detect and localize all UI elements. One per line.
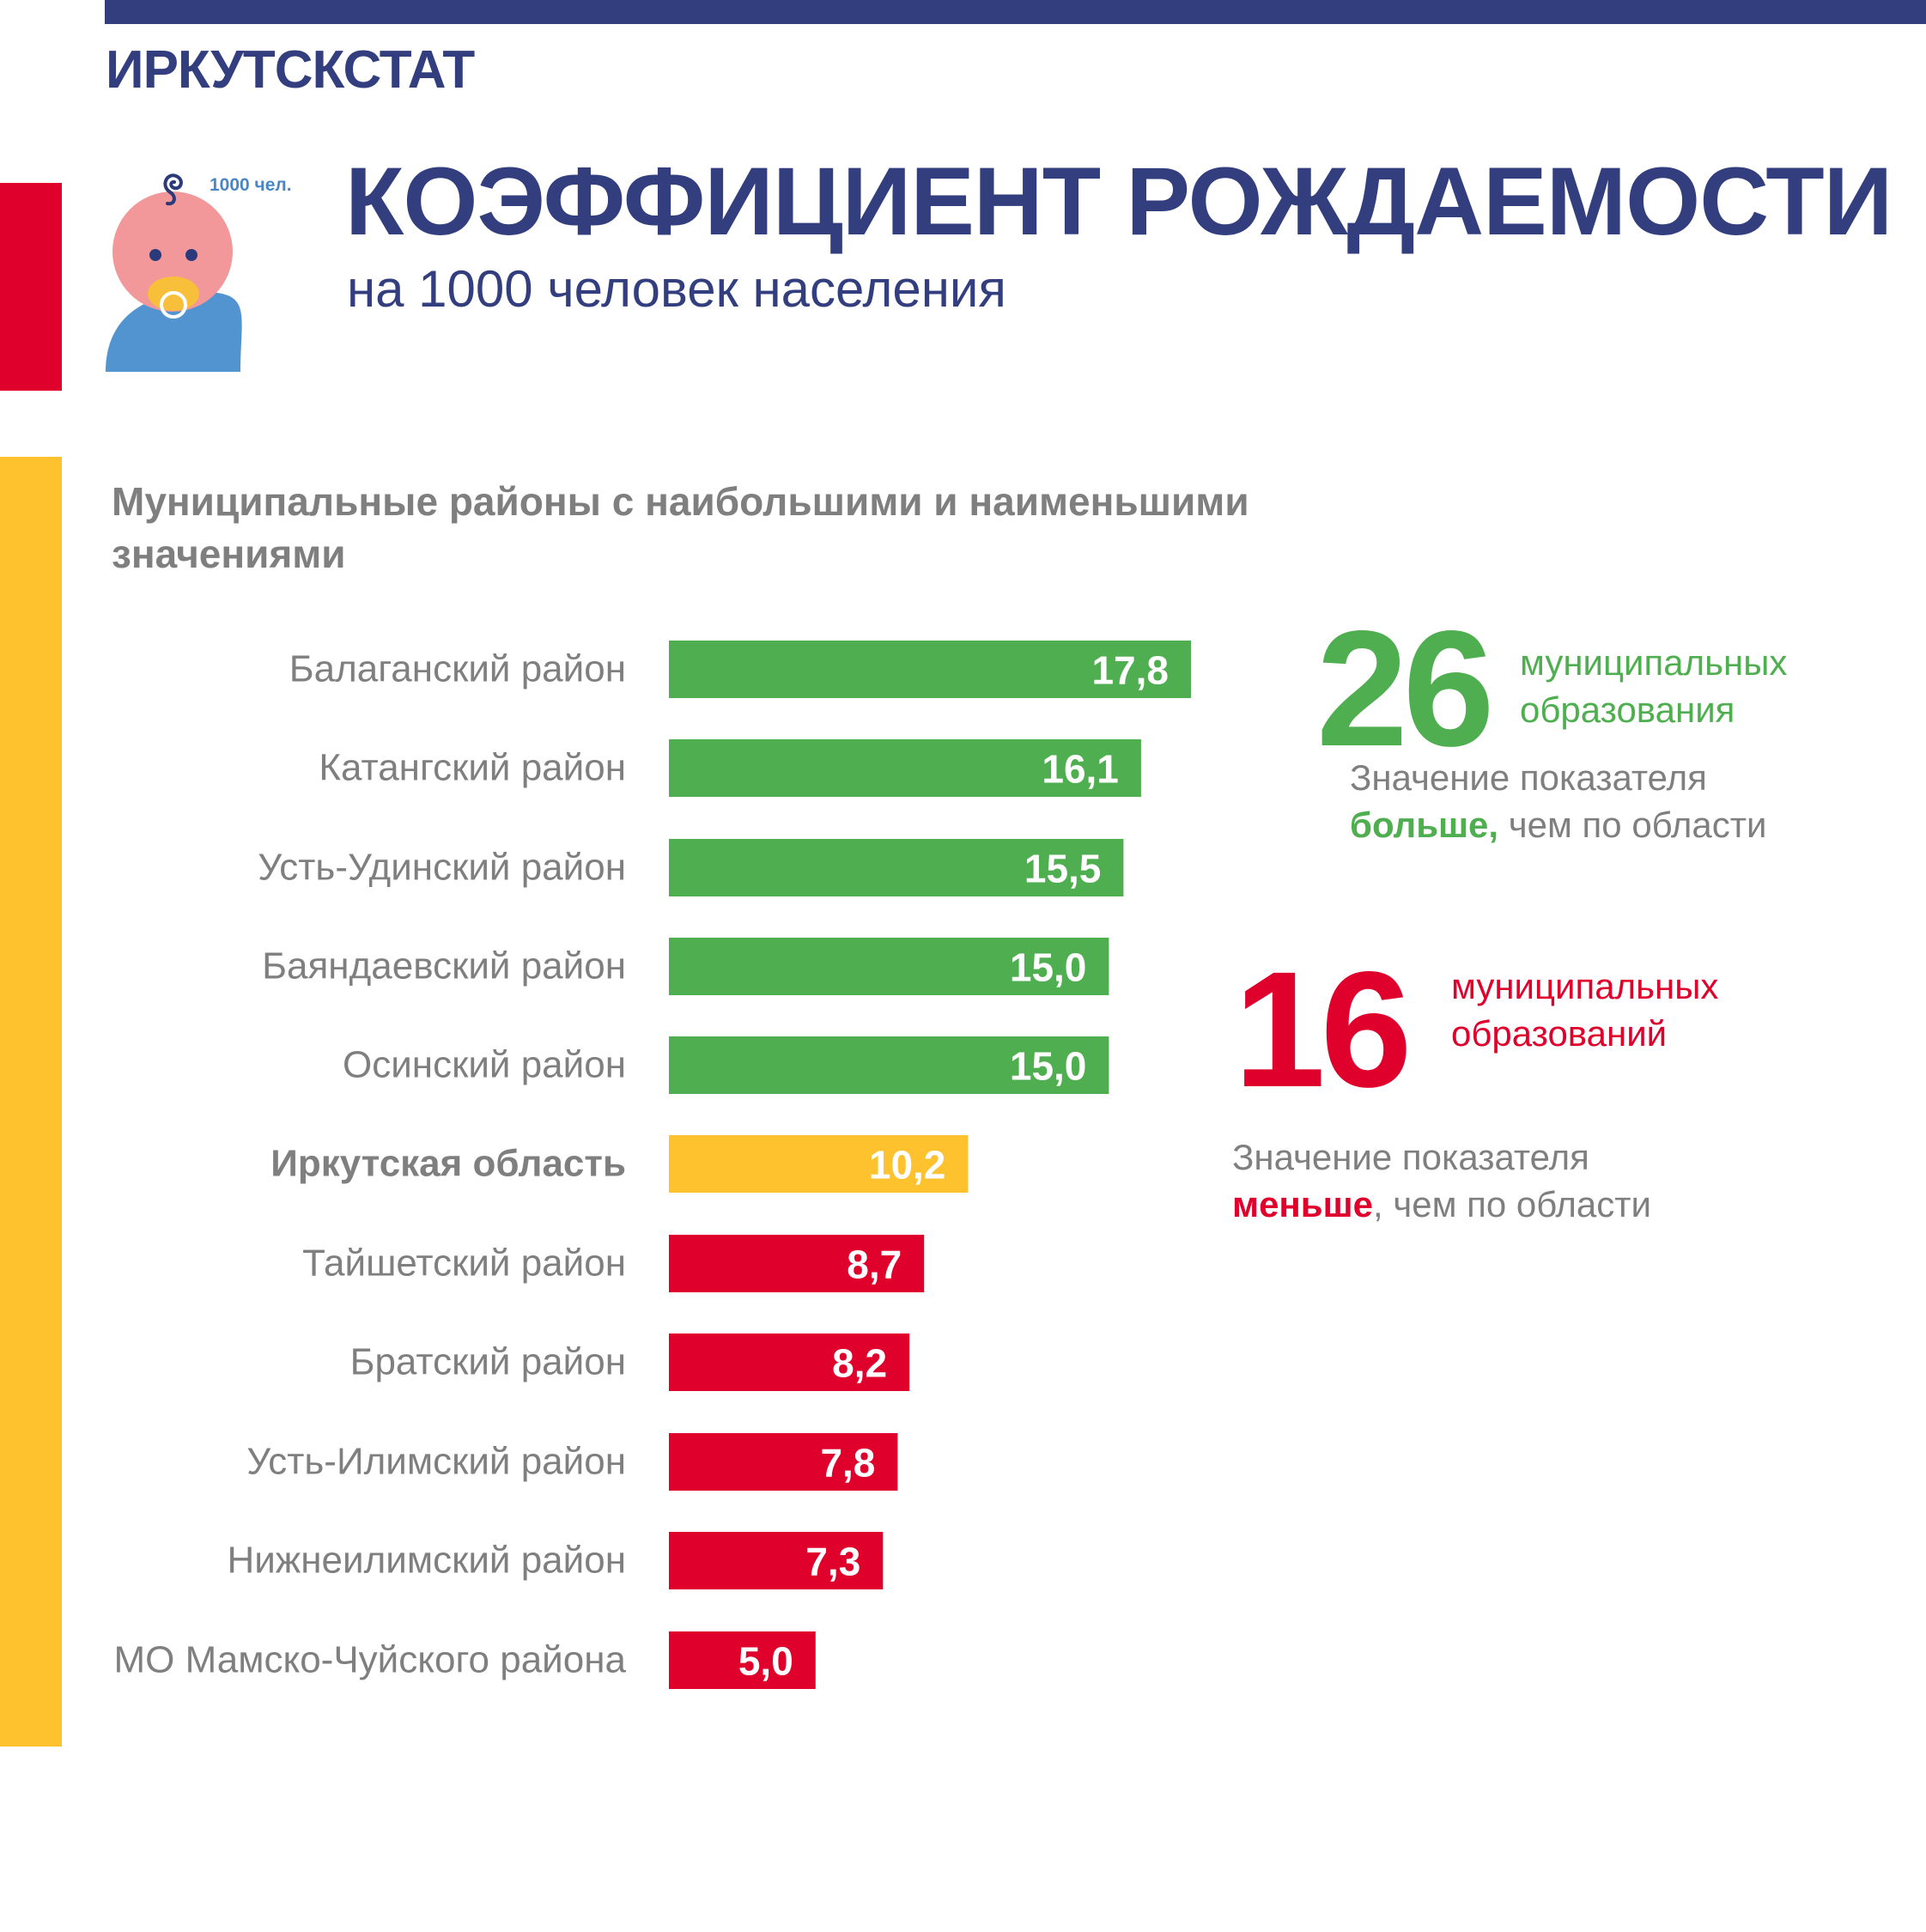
below-count: 16 [1234,937,1413,1121]
category-label-11: МО Мамско-Чуйского района [114,1639,627,1681]
category-label-5: Осинский район [343,1044,626,1086]
bar-8 [669,1334,910,1391]
category-label-3: Усть-Удинский район [258,847,626,889]
value-label-2: 16,1 [1042,747,1119,792]
page-subtitle: на 1000 человек населения [347,260,1006,318]
bar-1 [669,641,1191,698]
bar-9 [669,1433,898,1491]
category-label-10: Нижнеилимский район [227,1540,626,1582]
above-note-rest: чем по области [1498,805,1767,845]
below-label-line1: муниципальных [1451,966,1719,1006]
bar-3 [669,839,1124,896]
icon-label: 1000 чел. [210,175,292,195]
side-accent-yellow [0,457,62,1747]
above-label-line1: муниципальных [1520,642,1788,683]
value-label-1: 17,8 [1091,648,1169,693]
value-label-6: 10,2 [869,1143,946,1188]
above-note-line2: больше, чем по области [1350,801,1766,848]
top-accent-bar [105,0,1926,24]
above-count: 26 [1316,596,1495,781]
value-label-4: 15,0 [1010,945,1087,990]
below-note-line2: меньше, чем по области [1232,1181,1651,1228]
bar-11 [669,1631,816,1689]
page-title: КОЭФФИЦИЕНТ РОЖДАЕМОСТИ [345,148,1893,255]
value-label-3: 15,5 [1024,847,1102,891]
value-label-9: 7,8 [820,1441,875,1485]
category-label-4: Баяндаевский район [262,945,626,987]
value-label-7: 8,7 [847,1242,902,1287]
value-label-10: 7,3 [805,1540,860,1584]
side-accent-red [0,183,62,391]
bar-4 [669,938,1109,995]
bar-6 [669,1135,969,1193]
bar-2 [669,739,1141,797]
below-note-rest: , чем по области [1372,1184,1651,1224]
category-label-2: Катангский район [319,747,626,789]
bar-7 [669,1235,925,1292]
category-label-1: Балаганский район [289,648,626,690]
category-label-6: Иркутская область [270,1143,626,1185]
bar-5 [669,1036,1109,1094]
above-label-line2: образования [1520,690,1735,730]
chart-heading: Муниципальные районы с наибольшими и наи… [112,479,1249,576]
value-label-8: 8,2 [832,1341,887,1386]
category-label-9: Усть-Илимский район [246,1441,626,1483]
bar-10 [669,1532,884,1589]
brand-name: ИРКУТСКСТАТ [106,40,475,100]
below-note-line1: Значение показателя [1232,1137,1589,1177]
below-label-line2: образований [1451,1013,1668,1054]
baby-icon [106,173,242,372]
above-note-emphasis: больше, [1350,805,1499,845]
category-label-7: Тайшетский район [302,1242,626,1285]
value-label-5: 15,0 [1010,1044,1087,1089]
value-label-11: 5,0 [738,1639,793,1684]
above-note-line1: Значение показателя [1350,757,1707,798]
below-note-emphasis: меньше [1232,1184,1373,1224]
category-label-8: Братский район [350,1341,626,1383]
